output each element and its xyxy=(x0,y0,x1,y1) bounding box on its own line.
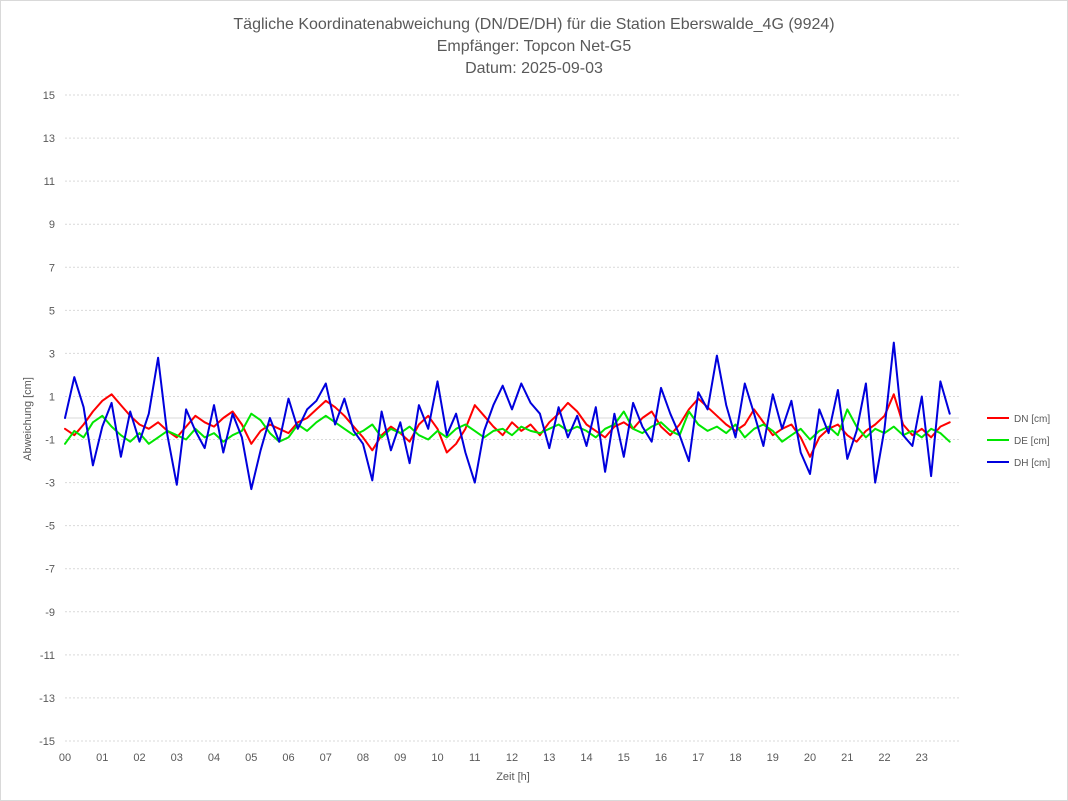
y-tick-label: -7 xyxy=(45,564,55,576)
y-tick-label: -1 xyxy=(45,435,55,447)
y-axis-title: Abweichung [cm] xyxy=(22,377,34,461)
y-tick-label: 11 xyxy=(44,176,55,188)
x-axis-ticks: 00 01 02 03 04 05 06 07 08 09 10 11 12 13 14 15 16 17 18 19… xyxy=(59,752,928,764)
gridlines xyxy=(65,94,959,742)
x-tick-label: 21 xyxy=(841,752,853,764)
y-tick-label: 15 xyxy=(43,90,55,102)
x-tick-label: 20 xyxy=(804,752,816,764)
y-tick-label: -13 xyxy=(39,693,55,705)
x-tick-label: 10 xyxy=(431,752,443,764)
x-tick-label: 09 xyxy=(394,752,406,764)
y-tick-label: -5 xyxy=(45,521,55,533)
x-axis-title: Zeit [h] xyxy=(496,771,530,783)
series-line-de xyxy=(64,408,951,445)
chart-title-line-3: Datum: 2025-09-03 xyxy=(465,60,603,77)
x-tick-label: 19 xyxy=(767,752,779,764)
y-tick-label: -15 xyxy=(39,736,55,748)
legend-label: DN [cm] xyxy=(1014,414,1050,425)
x-tick-label: 05 xyxy=(245,752,257,764)
series-line-dn xyxy=(64,393,951,458)
chart-title-line-1: Tägliche Koordinatenabweichung (DN/DE/DH… xyxy=(233,16,834,33)
x-tick-label: 03 xyxy=(171,752,183,764)
chart-title-line-2: Empfänger: Topcon Net-G5 xyxy=(437,38,632,55)
x-tick-label: 22 xyxy=(878,752,890,764)
x-tick-label: 06 xyxy=(282,752,294,764)
series-lines xyxy=(64,341,951,491)
x-tick-label: 12 xyxy=(506,752,518,764)
y-tick-label: 9 xyxy=(49,219,55,231)
y-axis-ticks: 15 13 11 9 7 5 3 1 -1 -3 -5 -7 -9 -11 -13 -15 xyxy=(39,90,55,748)
x-tick-label: 18 xyxy=(729,752,741,764)
x-tick-label: 02 xyxy=(133,752,145,764)
x-tick-label: 04 xyxy=(208,752,220,764)
x-tick-label: 00 xyxy=(59,752,71,764)
x-tick-label: 01 xyxy=(96,752,108,764)
y-tick-label: 1 xyxy=(49,391,55,403)
y-tick-label: 3 xyxy=(49,348,55,360)
y-tick-label: 13 xyxy=(43,133,55,145)
x-tick-label: 11 xyxy=(469,752,480,764)
y-tick-label: -11 xyxy=(40,650,55,662)
x-tick-label: 13 xyxy=(543,752,555,764)
x-tick-label: 17 xyxy=(692,752,704,764)
series-line-dh xyxy=(64,341,951,491)
legend-label: DH [cm] xyxy=(1014,458,1050,469)
x-tick-label: 16 xyxy=(655,752,667,764)
legend: DN [cm] DE [cm] DH [cm] xyxy=(987,414,1050,469)
x-tick-label: 07 xyxy=(320,752,332,764)
x-tick-label: 14 xyxy=(580,752,592,764)
y-tick-label: -3 xyxy=(45,478,55,490)
x-tick-label: 15 xyxy=(618,752,630,764)
x-tick-label: 08 xyxy=(357,752,369,764)
legend-label: DE [cm] xyxy=(1014,436,1050,447)
y-tick-label: -9 xyxy=(45,607,55,619)
y-tick-label: 7 xyxy=(49,262,55,274)
x-tick-label: 23 xyxy=(916,752,928,764)
y-tick-label: 5 xyxy=(49,305,55,317)
